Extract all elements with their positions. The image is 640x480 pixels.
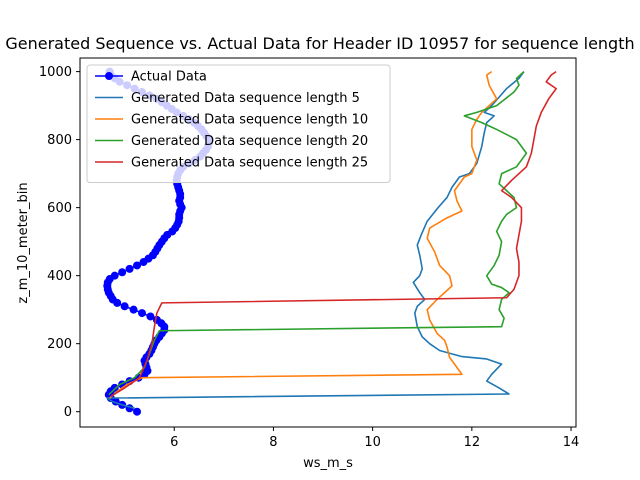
data-point [146, 312, 155, 321]
series-1 [106, 71, 525, 410]
x-axis: 6 8 10 12 14 [170, 427, 579, 450]
x-tick-label: 6 [170, 435, 178, 450]
data-point [110, 383, 119, 392]
legend-item-1: Generated Data sequence length 5 [95, 91, 360, 106]
legend-label: Actual Data [131, 70, 207, 85]
x-tick-label: 10 [364, 435, 381, 450]
axes-frame [79, 57, 577, 428]
series-3 [108, 71, 528, 396]
data-point [110, 271, 119, 280]
legend-item-3: Generated Data sequence length 20 [95, 134, 368, 149]
y-tick-label: 200 [47, 337, 72, 352]
x-tick-label: 12 [464, 435, 481, 450]
y-tick-label: 800 [47, 133, 72, 148]
data-point [125, 264, 134, 273]
series-line-2 [109, 70, 498, 399]
legend: Actual Data Generated Data sequence lengt… [86, 64, 391, 183]
legend-box [86, 64, 391, 183]
legend-label: Generated Data sequence length 25 [131, 156, 368, 171]
legend-item-2: Generated Data sequence length 10 [95, 113, 368, 128]
legend-label: Generated Data sequence length 20 [131, 134, 368, 149]
legend-label: Generated Data sequence length 5 [131, 91, 360, 106]
chart-title: Generated Sequence vs. Actual Data for H… [5, 34, 634, 53]
y-tick-label: 600 [47, 201, 72, 216]
data-point [133, 261, 142, 270]
y-tick-label: 1000 [39, 65, 72, 80]
x-axis-label: ws_m_s [303, 456, 353, 471]
x-tick-label: 8 [269, 435, 277, 450]
series-line-4 [110, 70, 557, 398]
data-point [118, 268, 127, 277]
y-tick-label: 400 [47, 269, 72, 284]
data-point [120, 302, 129, 311]
x-tick-label: 14 [563, 435, 580, 450]
data-point [133, 407, 142, 416]
legend-marker [105, 72, 113, 80]
legend-item-4: Generated Data sequence length 25 [95, 156, 368, 171]
series-line-1 [106, 71, 525, 410]
series-2 [109, 70, 498, 399]
legend-item-0: Actual Data [95, 70, 207, 85]
y-axis-label: z_m_10_meter_bin [16, 182, 31, 303]
series-line-3 [108, 71, 528, 396]
data-point [129, 305, 138, 314]
data-point [138, 309, 146, 318]
y-tick-label: 0 [64, 405, 72, 420]
y-axis: 0 200 400 600 800 1000 [39, 65, 80, 420]
legend-label: Generated Data sequence length 10 [131, 113, 368, 128]
series-4 [110, 70, 557, 398]
